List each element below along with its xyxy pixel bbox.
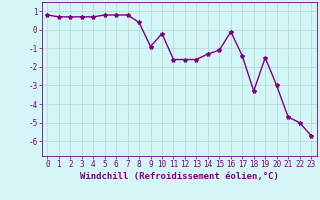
X-axis label: Windchill (Refroidissement éolien,°C): Windchill (Refroidissement éolien,°C) — [80, 172, 279, 181]
